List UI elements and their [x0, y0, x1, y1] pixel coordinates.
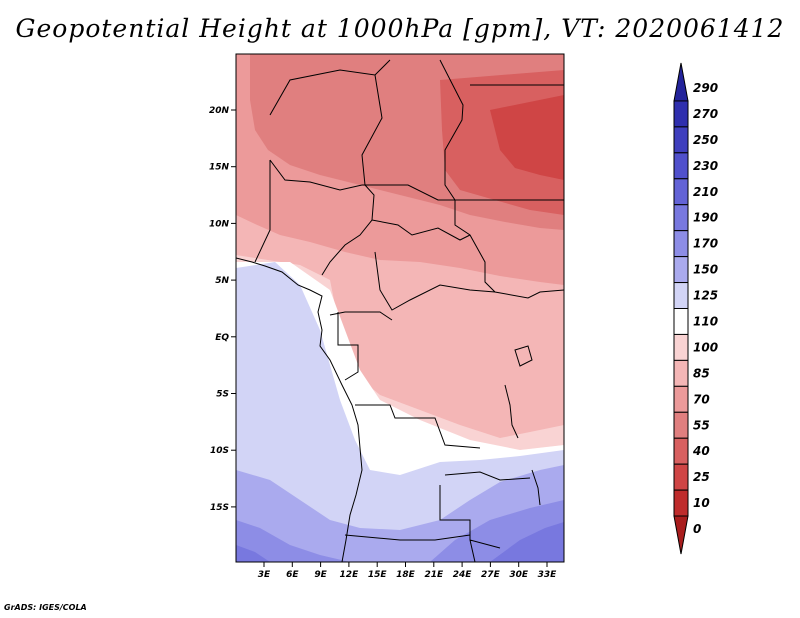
colorbar-swatch	[673, 126, 689, 154]
colorbar-swatch	[673, 359, 689, 387]
colorbar-label: 25	[693, 470, 710, 484]
lon-tick-label: 15E	[368, 570, 388, 580]
colorbar-label: 125	[693, 289, 718, 303]
coastline	[236, 257, 363, 562]
band-170	[236, 500, 564, 562]
colorbar-swatch	[673, 385, 689, 413]
lon-tick-label: 21E	[424, 570, 444, 580]
lat-tick-label: 20N	[209, 106, 230, 116]
lat-tick-label: 10N	[209, 219, 230, 229]
colorbar-swatch	[673, 62, 689, 102]
lon-tick-label: 9E	[314, 570, 327, 580]
latitude-axis: 20N 15N 10N 5N EQ 5S 10S 15S	[209, 106, 236, 513]
height-field	[236, 54, 564, 562]
colorbar-label: 210	[693, 185, 718, 199]
colorbar-swatch	[673, 437, 689, 465]
band-40	[490, 95, 564, 180]
lon-tick-label: 6E	[286, 570, 299, 580]
lat-tick-label: 15S	[210, 503, 229, 513]
colorbar-label: 190	[693, 211, 718, 225]
colorbar-swatch	[673, 411, 689, 439]
lon-tick-label: 18E	[396, 570, 416, 580]
colorbar-swatch	[673, 100, 689, 128]
lat-tick-label: EQ	[215, 333, 229, 343]
lake-tanganyika	[504, 384, 519, 439]
lon-tick-label: 33E	[538, 570, 558, 580]
colorbar-swatch	[673, 463, 689, 491]
lake-malawi	[531, 469, 541, 506]
lat-tick-label: 5S	[216, 390, 229, 400]
lon-tick-label: 30E	[509, 570, 529, 580]
band-125	[236, 262, 564, 562]
colorbar-swatch	[673, 282, 689, 309]
longitude-axis: 3E 6E 9E 12E 15E 18E 21E 24E 27E 30E 33E	[258, 562, 557, 580]
colorbar-swatch	[673, 333, 689, 361]
colorbar-swatch	[673, 204, 689, 232]
colorbar-label: 290	[693, 81, 718, 95]
colorbar-swatch	[673, 230, 689, 258]
map-frame	[235, 53, 565, 563]
map-title: Geopotential Height at 1000hPa [gpm], VT…	[15, 14, 785, 43]
band-190	[236, 522, 564, 562]
colorbar-label: 85	[693, 366, 710, 380]
lon-tick-label: 27E	[481, 570, 501, 580]
borders	[236, 59, 564, 562]
colorbar-swatch	[673, 515, 689, 555]
colorbar-label: 150	[693, 263, 718, 277]
colorbar-label: 10	[693, 496, 710, 510]
colorbar-label: 230	[693, 159, 718, 173]
colorbar-label: 55	[693, 418, 710, 432]
lat-tick-label: 15N	[209, 163, 230, 173]
colorbar-swatch	[673, 178, 689, 206]
colorbar-swatch	[673, 489, 689, 517]
colorbar-label: 170	[693, 237, 718, 251]
colorbar-label: 100	[693, 340, 718, 354]
lat-tick-label: 10S	[210, 446, 229, 456]
colorbar-label: 0	[693, 522, 701, 536]
colorbar: 2902702502302101901701501251101008570554…	[673, 62, 718, 555]
colorbar-label: 40	[692, 444, 710, 458]
colorbar-swatch	[673, 256, 689, 284]
lon-tick-label: 12E	[340, 570, 360, 580]
colorbar-swatch	[673, 308, 689, 335]
lon-tick-label: 3E	[258, 570, 271, 580]
lat-tick-label: 5N	[215, 276, 229, 286]
grads-credit: GrADS: IGES/COLA	[4, 603, 87, 612]
colorbar-label: 250	[693, 133, 718, 147]
lon-tick-label: 24E	[453, 570, 473, 580]
colorbar-label: 110	[693, 314, 718, 328]
colorbar-label: 70	[693, 392, 710, 406]
country-borders	[254, 59, 564, 562]
lake-victoria	[514, 345, 533, 367]
colorbar-label: 270	[693, 107, 718, 121]
colorbar-swatch	[673, 152, 689, 180]
